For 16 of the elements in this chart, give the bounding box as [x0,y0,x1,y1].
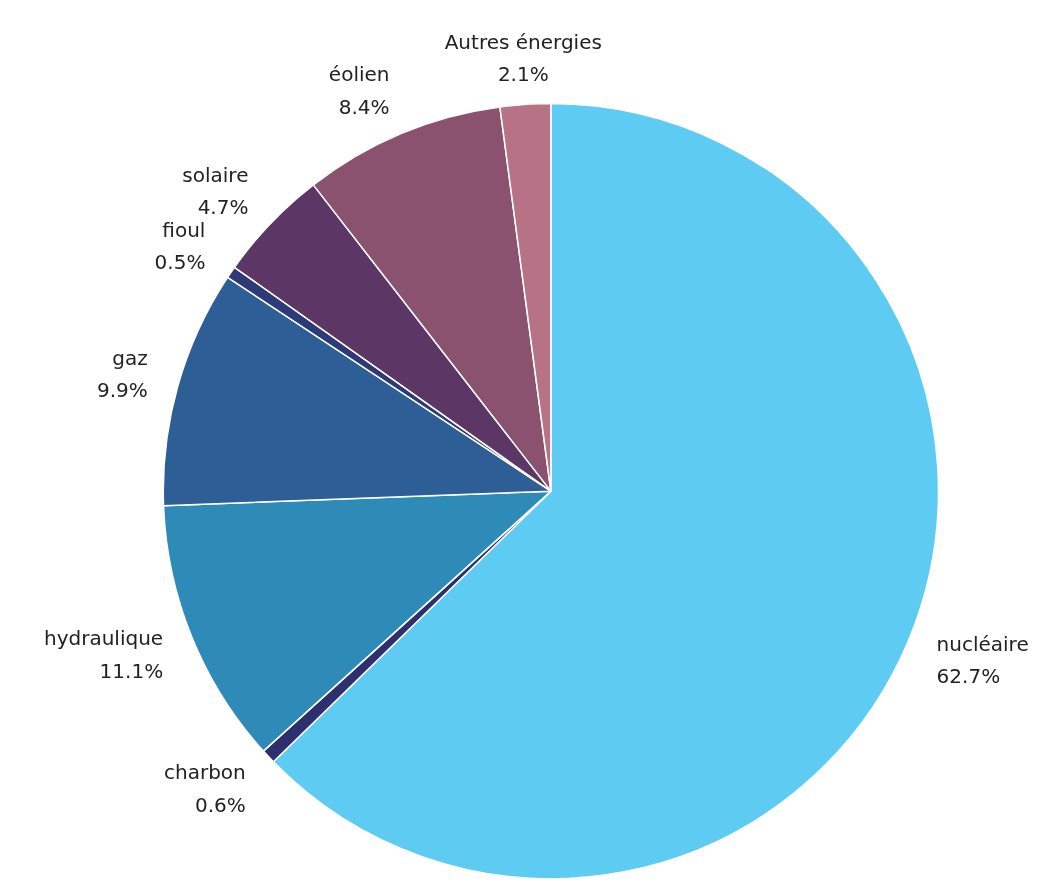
slice-label: gaz [112,345,148,370]
slice-label: hydraulique [44,626,164,651]
slice-label: solaire [182,162,249,187]
data-label: 0.6% [194,792,246,817]
data-label: 4.7% [197,195,249,220]
slice-label: éolien [328,62,390,87]
slice-label: Autres énergies [444,29,602,54]
slice-label: nucléaire [936,631,1029,656]
data-label: 62.7% [936,664,1001,689]
slice-label: charbon [163,760,246,785]
data-label: 8.4% [338,94,390,119]
data-label: 0.5% [154,250,206,275]
slice-label: fioul [162,217,206,242]
data-label: 9.9% [97,378,148,403]
data-label: 11.1% [99,659,164,684]
data-label: 2.1% [497,62,549,87]
